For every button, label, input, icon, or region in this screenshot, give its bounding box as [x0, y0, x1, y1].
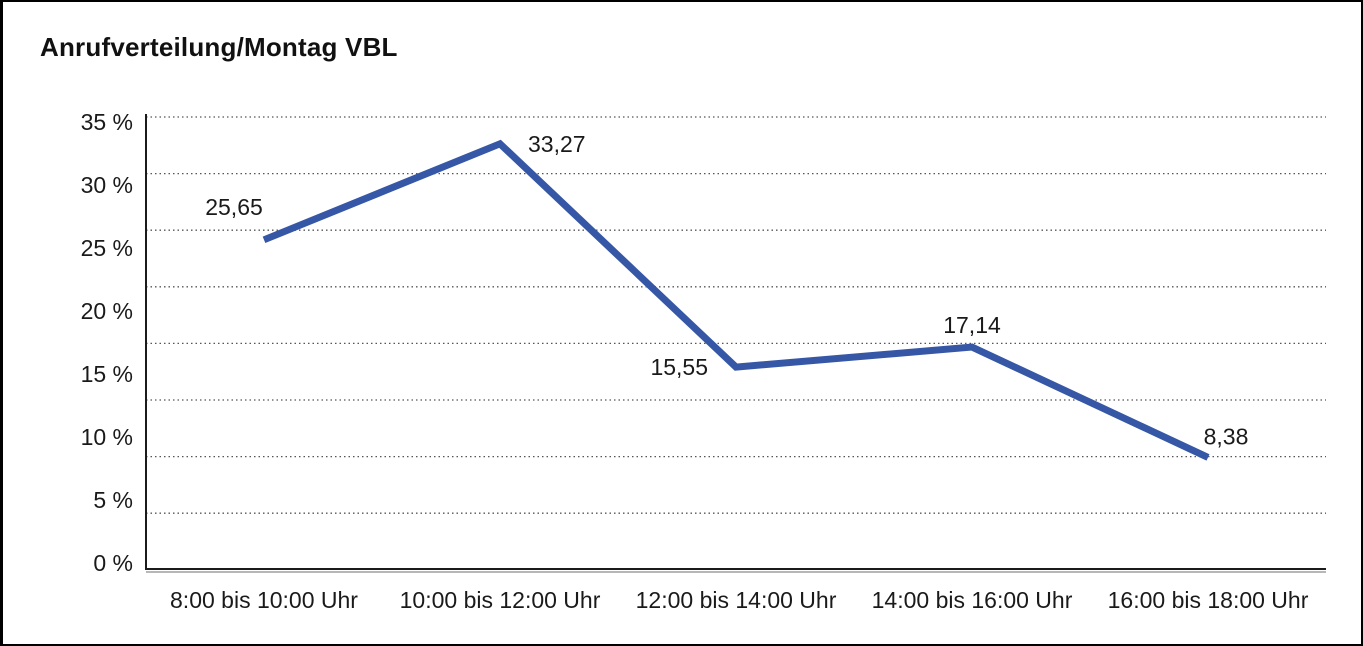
x-tick-label: 14:00 bis 16:00 Uhr [872, 587, 1073, 613]
y-tick-label: 30 % [81, 172, 133, 198]
y-tick-label: 10 % [81, 424, 133, 450]
chart-title: Anrufverteilung/Montag VBL [40, 32, 398, 62]
y-tick-label: 5 % [93, 487, 133, 513]
x-tick-label: 8:00 bis 10:00 Uhr [170, 587, 358, 613]
data-point-label: 15,55 [650, 354, 708, 380]
y-tick-label: 25 % [81, 235, 133, 261]
data-point-label: 17,14 [943, 312, 1001, 338]
y-tick-label: 0 % [93, 550, 133, 576]
x-tick-label: 12:00 bis 14:00 Uhr [636, 587, 837, 613]
y-tick-label: 15 % [81, 361, 133, 387]
data-point-label: 33,27 [528, 131, 586, 157]
line-chart-canvas: 0 % 5 % 10 % 15 % 20 % 25 % 30 % 35 % 8:00 bis 1… [81, 109, 1326, 613]
x-tick-label: 10:00 bis 12:00 Uhr [400, 587, 601, 613]
y-tick-label: 20 % [81, 298, 133, 324]
data-series-line [262, 139, 1210, 461]
data-point-label: 25,65 [205, 194, 263, 220]
y-tick-label: 35 % [81, 109, 133, 135]
x-tick-label: 16:00 bis 18:00 Uhr [1108, 587, 1309, 613]
data-point-label: 8,38 [1204, 423, 1249, 449]
